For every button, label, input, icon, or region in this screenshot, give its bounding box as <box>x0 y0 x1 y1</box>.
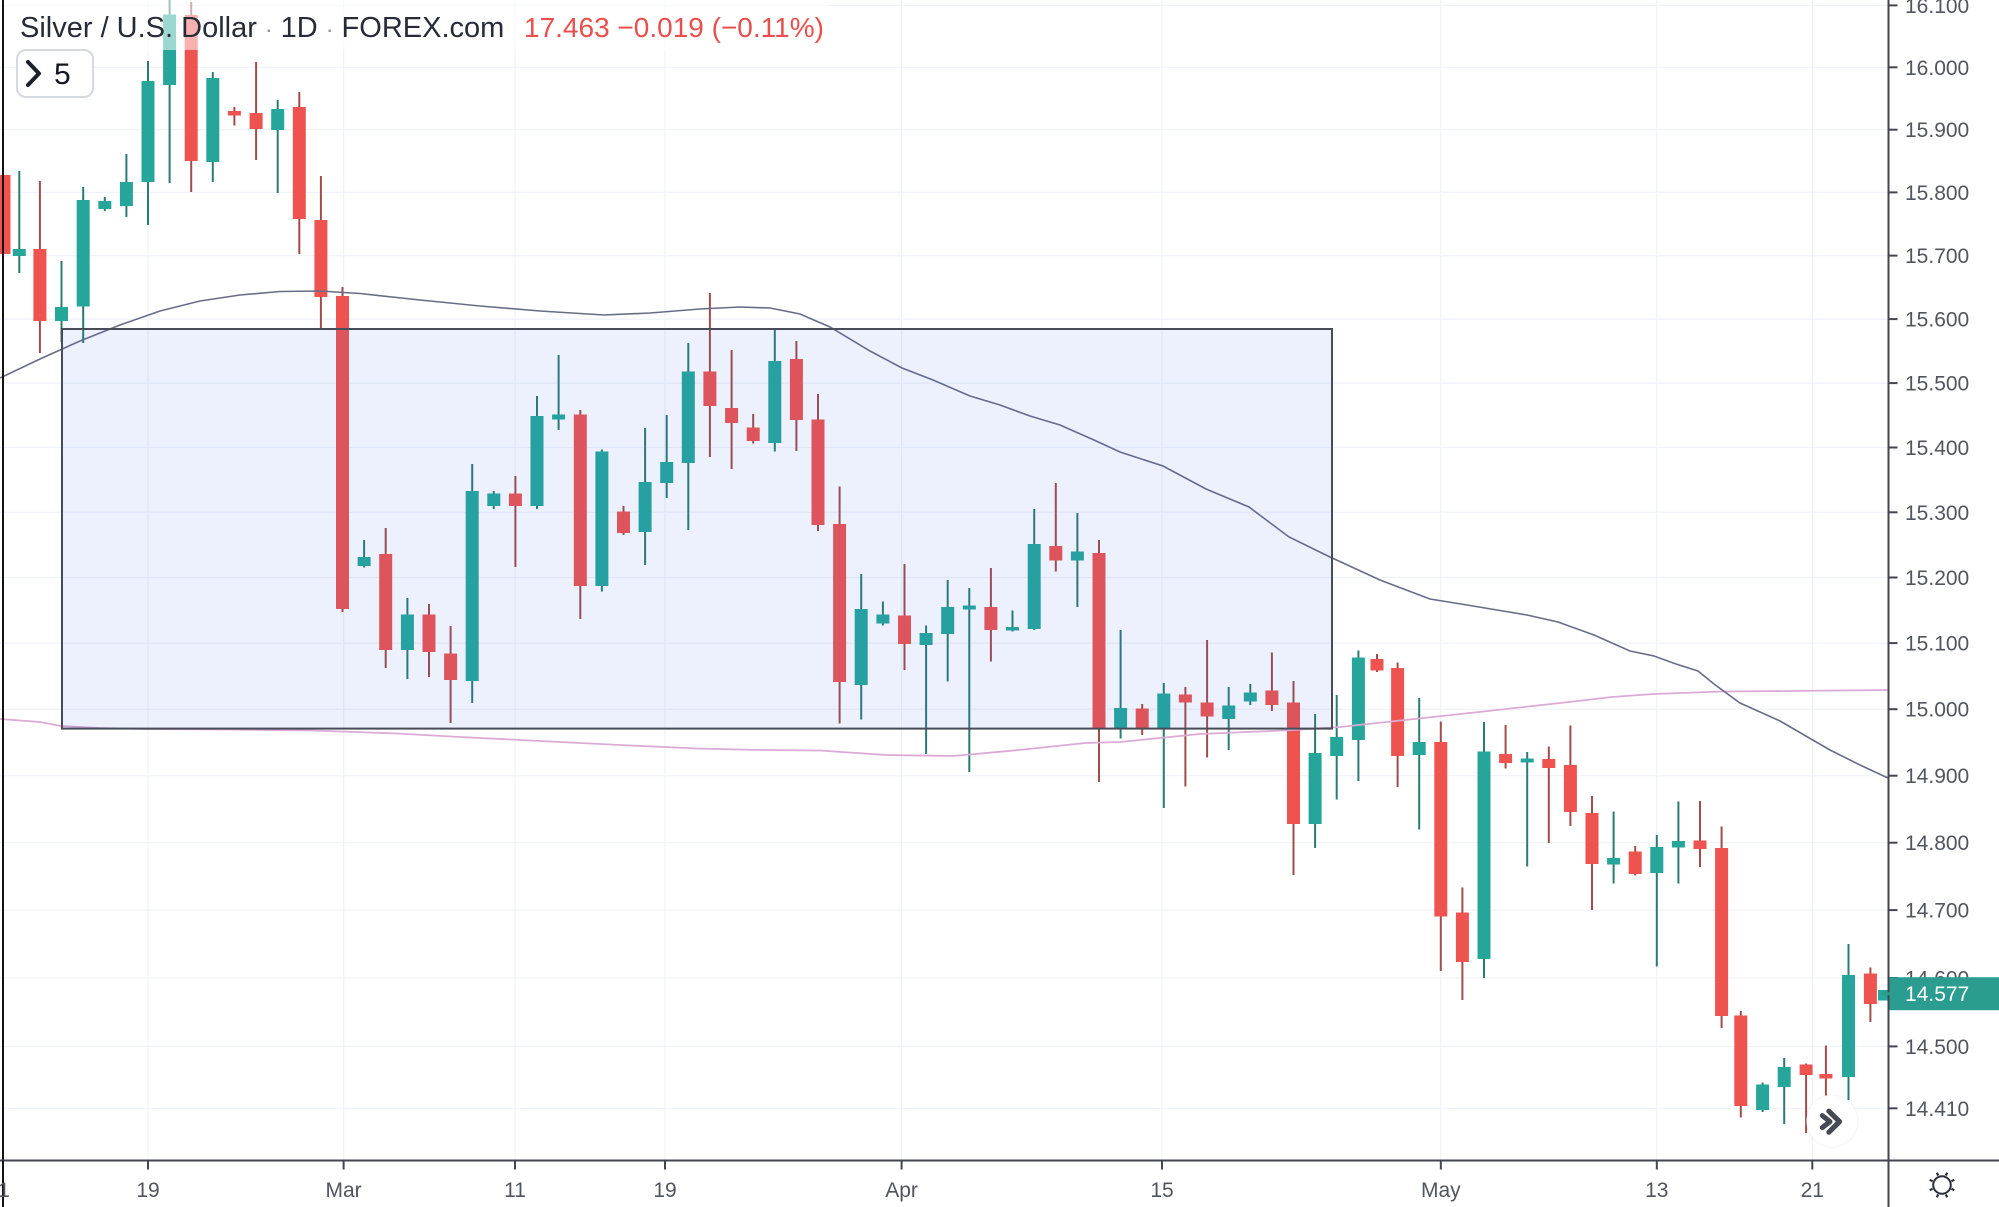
svg-text:14.577: 14.577 <box>1905 983 1969 1006</box>
svg-text:15.000: 15.000 <box>1905 699 1969 722</box>
svg-text:May: May <box>1421 1179 1461 1202</box>
svg-text:5: 5 <box>54 58 71 91</box>
svg-text:Mar: Mar <box>326 1179 362 1202</box>
svg-text:Silver / U.S. Dollar · 1D · FO: Silver / U.S. Dollar · 1D · FOREX.com <box>20 12 504 44</box>
svg-text:14.500: 14.500 <box>1905 1036 1969 1059</box>
svg-text:15.900: 15.900 <box>1905 119 1969 142</box>
svg-text:16.000: 16.000 <box>1905 57 1969 80</box>
svg-text:19: 19 <box>136 1179 159 1202</box>
svg-text:15.500: 15.500 <box>1905 373 1969 396</box>
svg-text:15.100: 15.100 <box>1905 633 1969 656</box>
svg-text:15.700: 15.700 <box>1905 245 1969 268</box>
svg-text:15.300: 15.300 <box>1905 502 1969 525</box>
svg-text:16.100: 16.100 <box>1905 0 1969 18</box>
svg-text:14.900: 14.900 <box>1905 765 1969 788</box>
svg-text:21: 21 <box>1801 1179 1824 1202</box>
svg-text:15.200: 15.200 <box>1905 567 1969 590</box>
svg-text:15.400: 15.400 <box>1905 437 1969 460</box>
svg-text:15: 15 <box>1150 1179 1173 1202</box>
svg-text:Apr: Apr <box>885 1179 918 1202</box>
svg-text:13: 13 <box>1645 1179 1668 1202</box>
svg-text:1: 1 <box>0 1179 10 1202</box>
svg-text:17.463 −0.019 (−0.11%): 17.463 −0.019 (−0.11%) <box>524 12 824 43</box>
svg-text:14.700: 14.700 <box>1905 900 1969 923</box>
svg-text:14.410: 14.410 <box>1905 1098 1969 1121</box>
svg-text:15.600: 15.600 <box>1905 309 1969 332</box>
svg-text:15.800: 15.800 <box>1905 182 1969 205</box>
svg-text:11: 11 <box>504 1179 526 1202</box>
svg-text:14.800: 14.800 <box>1905 832 1969 855</box>
svg-text:19: 19 <box>653 1179 676 1202</box>
